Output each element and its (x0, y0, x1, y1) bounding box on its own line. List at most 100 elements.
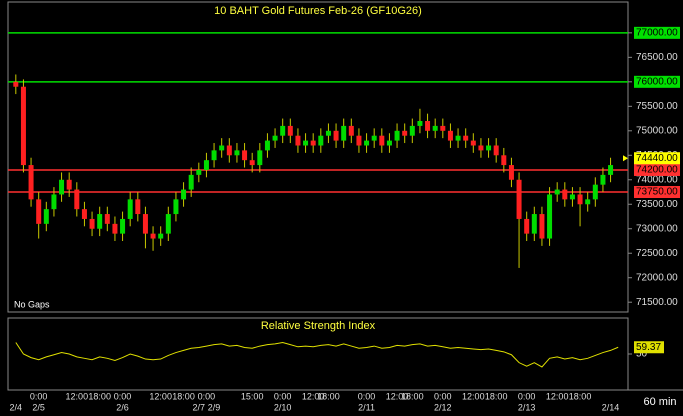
candle-body (226, 145, 232, 156)
candle-body (356, 135, 362, 146)
x-tick-label: 12:00 (546, 391, 569, 401)
y-tick-label: 76500.00 (636, 52, 678, 63)
date-label: 2/13 (518, 402, 536, 412)
y-tick-label: 72500.00 (636, 248, 678, 259)
x-tick-label: 0:00 (274, 391, 292, 401)
candle-body (554, 189, 560, 195)
x-tick-label: 18:00 (88, 391, 111, 401)
x-tick-label: 18:00 (401, 391, 424, 401)
level-label: 73750.00 (636, 187, 678, 198)
candle-body (97, 214, 103, 229)
candle-body (516, 179, 522, 219)
candle-body (478, 145, 484, 151)
date-label: 2/11 (358, 402, 375, 412)
level-label: 77000.00 (636, 27, 678, 38)
candle-body (577, 194, 583, 205)
candle-body (348, 125, 354, 136)
candle-body (20, 86, 26, 166)
candle-body (36, 199, 42, 224)
candle-body (562, 189, 568, 200)
level-label-box (634, 186, 680, 199)
candle-body (318, 135, 324, 146)
candle-body (325, 130, 331, 136)
candle-body (493, 145, 499, 156)
candle-body (501, 155, 507, 166)
y-tick-label: 73500.00 (636, 199, 678, 210)
candle-body (287, 125, 293, 136)
y-tick-label: 73000.00 (636, 223, 678, 234)
level-label-box (634, 26, 680, 39)
date-label: 2/10 (274, 402, 292, 412)
candle-body (135, 199, 141, 215)
candle-body (470, 140, 476, 146)
candle-body (303, 140, 309, 146)
candle-body (142, 214, 148, 234)
candle-body (547, 194, 553, 239)
x-tick-label: 0:00 (114, 391, 132, 401)
candle-body (127, 199, 133, 219)
candle-body (234, 150, 240, 156)
x-tick-label: 12:00 (302, 391, 325, 401)
rsi-line (15, 341, 619, 368)
y-tick-label: 72000.00 (636, 272, 678, 283)
candle-body (463, 135, 469, 141)
x-tick-label: 0:00 (198, 391, 216, 401)
candle-body (43, 209, 49, 224)
candle-body (608, 165, 614, 175)
candle-body (158, 233, 164, 239)
x-tick-label: 12:00 (462, 391, 485, 401)
candle-body (13, 81, 19, 87)
candle-body (440, 125, 446, 131)
date-label: 2/4 (10, 402, 23, 412)
candle-body (341, 125, 347, 141)
candle-body (486, 145, 492, 151)
level-label-box (634, 75, 680, 88)
candle-body (379, 135, 385, 146)
x-tick-label: 0:00 (434, 391, 452, 401)
date-label: 2/12 (434, 402, 452, 412)
price-panel (7, 1, 629, 313)
y-tick-label: 71500.00 (636, 297, 678, 308)
rsi-title: Relative Strength Index (261, 320, 376, 332)
candle-body (257, 150, 263, 166)
candle-body (280, 125, 286, 136)
candle-body (371, 135, 377, 141)
candle-body (112, 223, 118, 234)
candle-body (592, 184, 598, 200)
candle-body (272, 135, 278, 141)
x-tick-label: 0:00 (518, 391, 536, 401)
level-label: 76000.00 (636, 76, 678, 87)
candle-body (386, 140, 392, 146)
x-tick-label: 0:00 (358, 391, 376, 401)
candle-body (447, 130, 453, 141)
candle-body (165, 214, 171, 234)
last-price-label: 74440.00 (636, 153, 678, 164)
rsi-tick-label: 50 (636, 349, 648, 360)
date-label: 2/14 (602, 402, 620, 412)
y-tick-label: 75500.00 (636, 101, 678, 112)
candle-body (600, 174, 606, 185)
candle-body (219, 145, 225, 151)
candle-body (74, 189, 80, 210)
x-tick-label: 12:00 (149, 391, 172, 401)
candle-body (59, 179, 65, 195)
candle-body (203, 160, 209, 170)
candle-body (173, 199, 179, 215)
y-tick-label: 75000.00 (636, 125, 678, 136)
candle-body (310, 140, 316, 146)
candle-body (181, 189, 187, 200)
candle-body (394, 130, 400, 141)
rsi-last-label: 59.37 (636, 342, 661, 353)
candle-body (264, 140, 270, 151)
x-tick-label: 18:00 (317, 391, 340, 401)
level-label-box (634, 163, 680, 176)
candle-body (295, 135, 301, 146)
candle-body (425, 121, 431, 131)
candle-body (211, 150, 217, 161)
candle-body (531, 214, 537, 234)
candle-body (81, 209, 87, 219)
date-label: 2/9 (208, 402, 221, 412)
candle-body (89, 218, 95, 229)
